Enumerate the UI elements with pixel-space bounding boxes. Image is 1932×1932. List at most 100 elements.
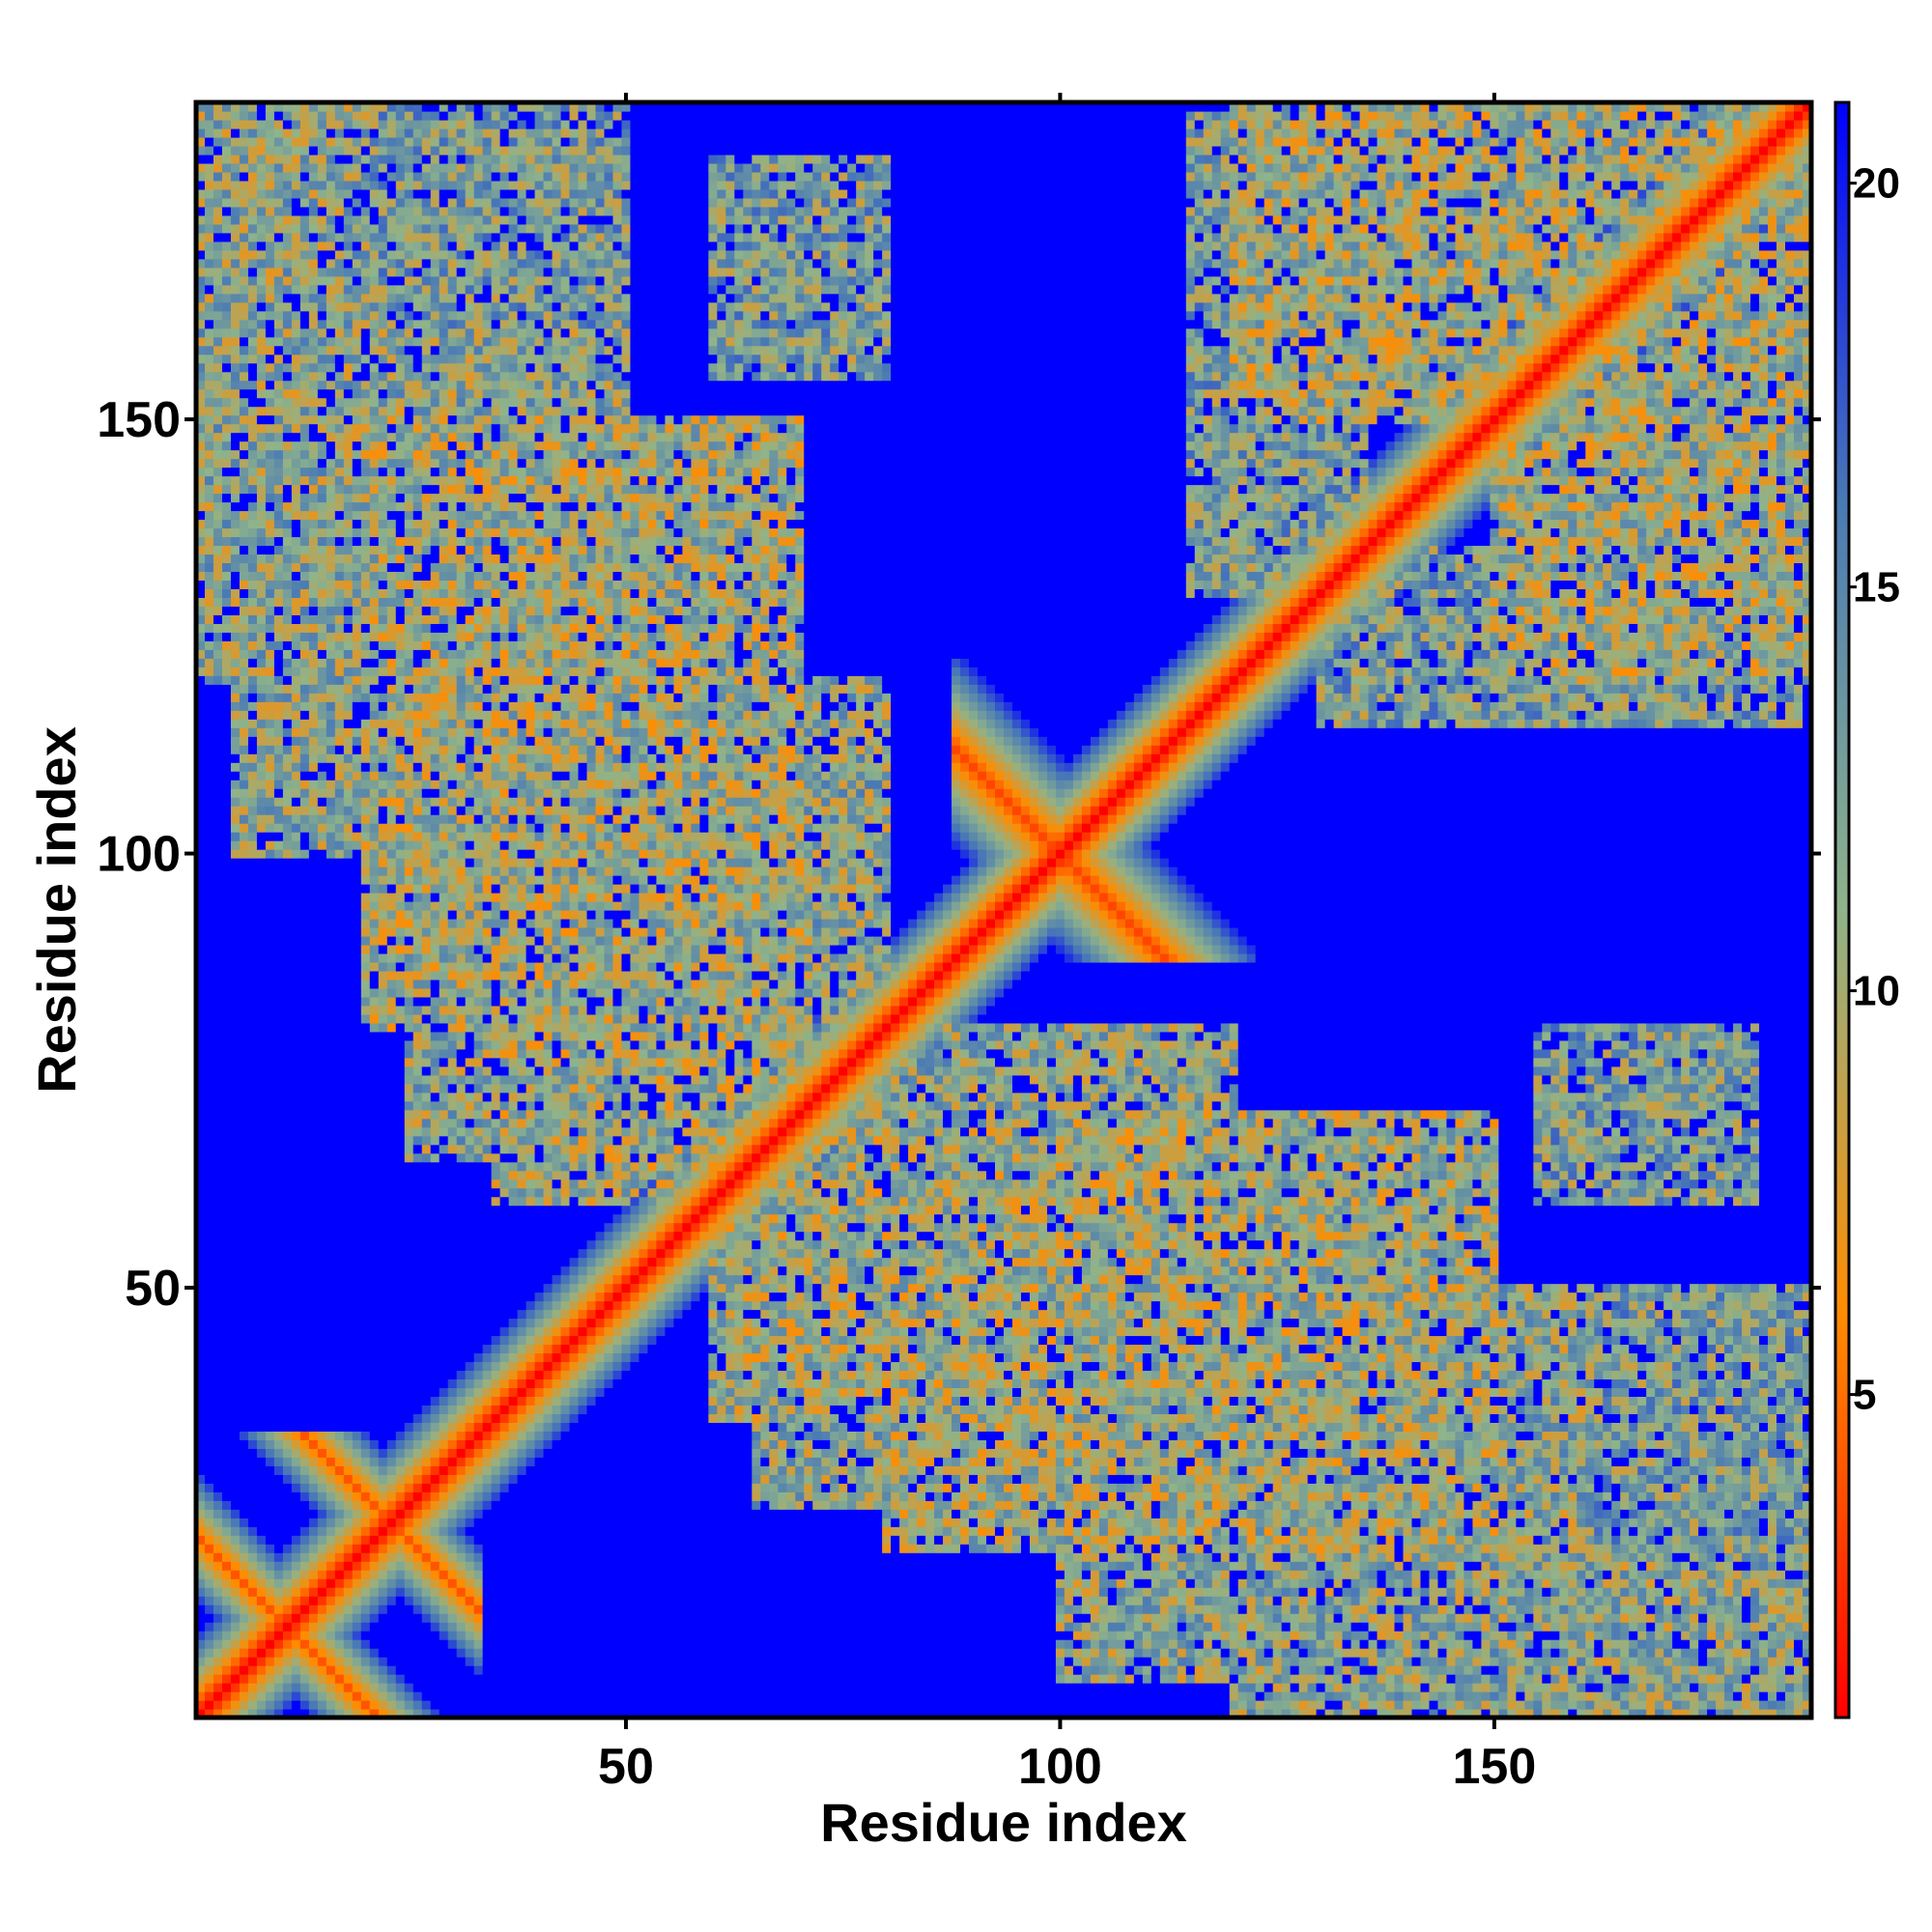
heatmap-cell xyxy=(413,1518,423,1527)
heatmap-cell xyxy=(396,1613,406,1623)
heatmap-cell xyxy=(266,901,275,911)
heatmap-cell xyxy=(379,1206,388,1215)
heatmap-cell xyxy=(370,1526,380,1536)
heatmap-cell xyxy=(205,1518,214,1527)
heatmap-cell xyxy=(405,1613,414,1623)
heatmap-cell xyxy=(335,1665,345,1675)
heatmap-cell xyxy=(231,1387,241,1397)
heatmap-cell xyxy=(300,527,310,537)
heatmap-cell xyxy=(300,580,310,589)
heatmap-cell xyxy=(344,198,354,208)
heatmap-cell xyxy=(213,1110,223,1120)
heatmap-cell xyxy=(405,901,414,911)
heatmap-cell xyxy=(213,311,223,321)
heatmap-cell xyxy=(222,346,232,355)
heatmap-cell xyxy=(309,580,319,589)
heatmap-cell xyxy=(379,1474,388,1484)
heatmap-cell xyxy=(300,971,310,980)
heatmap-cell xyxy=(353,242,362,251)
heatmap-cell xyxy=(405,1275,414,1285)
heatmap-cell xyxy=(266,1613,275,1623)
heatmap-cell xyxy=(231,1648,241,1658)
heatmap-cell xyxy=(387,1665,397,1675)
heatmap-cell xyxy=(240,1326,249,1336)
heatmap-cell xyxy=(222,424,232,434)
heatmap-cell xyxy=(413,797,423,807)
heatmap-cell xyxy=(213,433,223,442)
heatmap-cell xyxy=(379,424,388,434)
heatmap-cell xyxy=(257,1153,267,1163)
heatmap-cell xyxy=(300,780,310,789)
heatmap-cell xyxy=(213,1310,223,1320)
heatmap-cell xyxy=(379,1613,388,1623)
heatmap-cell xyxy=(300,1066,310,1076)
heatmap-cell xyxy=(353,545,362,554)
heatmap-cell xyxy=(222,1058,232,1067)
heatmap-cell xyxy=(370,285,380,295)
heatmap-cell xyxy=(309,710,319,720)
heatmap-cell xyxy=(405,753,414,763)
heatmap-cell xyxy=(266,233,275,242)
heatmap-cell xyxy=(274,250,284,260)
heatmap-cell xyxy=(266,320,275,329)
heatmap-cell xyxy=(205,407,214,416)
heatmap-cell xyxy=(205,519,214,528)
heatmap-cell xyxy=(318,259,327,269)
heatmap-cell xyxy=(309,823,319,833)
heatmap-cell xyxy=(405,762,414,772)
heatmap-cell xyxy=(327,1587,336,1597)
heatmap-cell xyxy=(231,1431,241,1440)
heatmap-cell xyxy=(300,389,310,399)
heatmap-cell xyxy=(379,1500,388,1510)
heatmap-cell xyxy=(248,1171,258,1180)
heatmap-cell xyxy=(283,1240,293,1250)
heatmap-cell xyxy=(370,1075,380,1085)
heatmap-cell xyxy=(222,120,232,129)
heatmap-cell xyxy=(283,268,293,277)
heatmap-cell xyxy=(248,1544,258,1553)
heatmap-cell xyxy=(387,233,397,242)
heatmap-cell xyxy=(422,849,432,859)
heatmap-cell xyxy=(309,1405,319,1414)
heatmap-cell xyxy=(413,207,423,216)
heatmap-cell xyxy=(205,910,214,920)
heatmap-cell xyxy=(240,1006,249,1015)
heatmap-cell xyxy=(413,1223,423,1233)
heatmap-cell xyxy=(413,640,423,650)
heatmap-cell xyxy=(240,468,249,477)
heatmap-cell xyxy=(240,1509,249,1519)
heatmap-cell xyxy=(205,788,214,798)
heatmap-cell xyxy=(213,919,223,928)
heatmap-cell xyxy=(266,1136,275,1146)
heatmap-cell xyxy=(353,398,362,408)
heatmap-cell xyxy=(266,562,275,572)
heatmap-cell xyxy=(379,832,388,841)
heatmap-cell xyxy=(344,554,354,563)
heatmap-cell xyxy=(205,207,214,216)
heatmap-cell xyxy=(300,1378,310,1388)
heatmap-cell xyxy=(213,1465,223,1475)
heatmap-cell xyxy=(266,823,275,833)
heatmap-cell xyxy=(283,1040,293,1050)
heatmap-cell xyxy=(283,510,293,520)
heatmap-cell xyxy=(335,1492,345,1501)
heatmap-cell xyxy=(387,172,397,182)
heatmap-cell xyxy=(335,927,345,937)
heatmap-cell xyxy=(353,285,362,295)
heatmap-cell xyxy=(213,1127,223,1137)
heatmap-cell xyxy=(292,693,301,702)
heatmap-cell xyxy=(205,536,214,546)
heatmap-cell xyxy=(292,623,301,633)
heatmap-cell xyxy=(335,675,345,685)
heatmap-cell xyxy=(370,1136,380,1146)
heatmap-cell xyxy=(274,1492,284,1501)
heatmap-cell xyxy=(205,510,214,520)
heatmap-cell xyxy=(370,424,380,434)
heatmap-cell xyxy=(370,684,380,694)
heatmap-cell xyxy=(300,1145,310,1154)
heatmap-cell xyxy=(327,806,336,815)
heatmap-cell xyxy=(266,355,275,364)
heatmap-cell xyxy=(361,623,371,633)
heatmap-cell xyxy=(396,424,406,434)
heatmap-cell xyxy=(318,163,327,173)
